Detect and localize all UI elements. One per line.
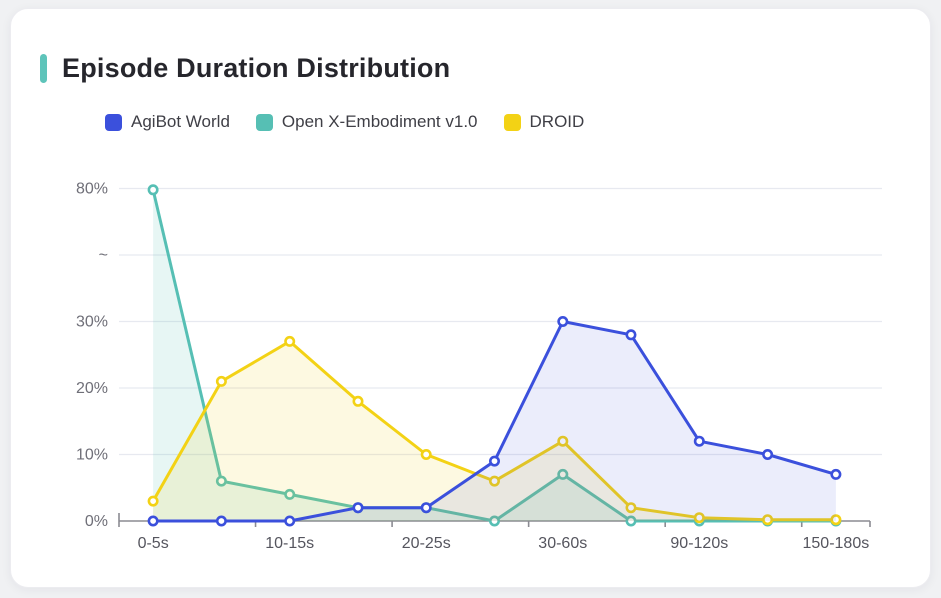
x-axis-tick-label: 90-120s [670,535,728,552]
data-point-marker[interactable] [420,448,432,460]
x-axis-tick-label: 0-5s [138,535,169,552]
data-point-marker[interactable] [147,495,159,507]
data-point-marker[interactable] [557,315,569,327]
chart-card [10,8,931,588]
data-point-marker[interactable] [762,448,774,460]
data-point-marker[interactable] [625,329,637,341]
data-point-marker[interactable] [557,435,569,447]
data-point-marker[interactable] [215,475,227,487]
legend-item-agibot-world[interactable]: AgiBot World [105,112,230,132]
y-axis-tick-label: 30% [76,314,108,331]
series-area [153,341,836,521]
grid-lines [119,187,882,456]
data-point-marker[interactable] [420,502,432,514]
data-point-marker[interactable] [352,395,364,407]
y-axis-tick-label: 10% [76,447,108,464]
legend-item-open-x-embodiment-v1-0[interactable]: Open X-Embodiment v1.0 [255,112,478,132]
chart-legend: AgiBot World Open X-Embodiment v1.0 DROID [105,112,584,132]
legend-item-droid[interactable]: DROID [503,112,585,132]
legend-swatch-icon [255,113,273,131]
data-point-marker[interactable] [488,455,500,467]
data-point-marker[interactable] [147,184,159,196]
legend-swatch-icon [503,113,521,131]
data-point-marker[interactable] [830,514,842,526]
series-droid[interactable] [147,335,842,526]
y-axis-labels: 0% 10% 20% 30% ~80% [76,181,108,531]
y-axis-tick-label: ~ [99,247,108,264]
card-header: Episode Duration Distribution [40,54,450,83]
data-point-marker[interactable] [625,502,637,514]
data-point-marker[interactable] [352,502,364,514]
data-point-marker[interactable] [215,515,227,527]
data-point-marker[interactable] [488,515,500,527]
x-axis-tick-label: 10-15s [265,535,314,552]
data-point-marker[interactable] [215,375,227,387]
x-axis-tick-label: 20-25s [402,535,451,552]
x-axis-labels: 0-5s 10-15s 20-25s 30-60s 90-120s 150-180s [138,535,870,552]
series-area [153,189,836,522]
data-point-marker[interactable] [284,335,296,347]
y-axis-tick-label: 0% [85,513,108,530]
legend-swatch-icon [105,113,122,131]
data-point-marker[interactable] [762,514,774,526]
data-point-marker[interactable] [557,468,569,480]
series-agibot-world[interactable] [147,315,842,527]
page-title: Episode Duration Distribution [62,53,451,83]
data-point-marker[interactable] [147,515,159,527]
data-point-marker[interactable] [693,512,705,524]
legend-label: DROID [529,112,585,131]
legend-label: AgiBot World [131,112,230,131]
data-point-marker[interactable] [693,435,705,447]
title-accent-bar [40,54,47,83]
series-area [153,321,836,521]
legend-label: Open X-Embodiment v1.0 [281,112,478,131]
data-point-marker[interactable] [284,488,296,500]
y-axis-tick-label: 20% [76,380,108,397]
x-axis-tick-label: 30-60s [538,535,587,552]
data-point-marker[interactable] [284,515,296,527]
x-axis-tick-label: 150-180s [803,535,870,552]
data-point-marker[interactable] [625,515,637,527]
y-axis-tick-label: 80% [76,181,108,198]
data-point-marker[interactable] [488,475,500,487]
data-point-marker[interactable] [830,468,842,480]
